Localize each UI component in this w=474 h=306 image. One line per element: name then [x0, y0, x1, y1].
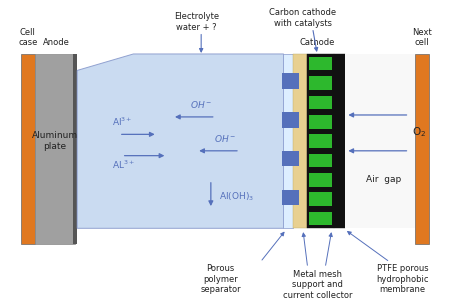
FancyBboxPatch shape [309, 57, 332, 70]
FancyBboxPatch shape [73, 54, 77, 244]
FancyBboxPatch shape [415, 54, 429, 244]
Text: Next
cell: Next cell [412, 28, 432, 47]
FancyBboxPatch shape [309, 192, 332, 206]
Text: Anode: Anode [43, 38, 69, 47]
FancyBboxPatch shape [309, 76, 332, 90]
Text: AL$^{3+}$: AL$^{3+}$ [112, 159, 135, 171]
FancyBboxPatch shape [309, 134, 332, 148]
FancyBboxPatch shape [282, 112, 299, 128]
Text: Cathode: Cathode [300, 38, 335, 47]
Text: Metal mesh
support and
current collector: Metal mesh support and current collector [283, 270, 352, 300]
FancyBboxPatch shape [334, 54, 346, 228]
Text: OH$^-$: OH$^-$ [190, 99, 212, 110]
Text: PTFE porous
hydrophobic
membrane: PTFE porous hydrophobic membrane [376, 264, 429, 294]
Text: Porous
polymer
separator: Porous polymer separator [200, 264, 241, 294]
Polygon shape [77, 54, 283, 228]
FancyBboxPatch shape [307, 54, 334, 228]
FancyBboxPatch shape [21, 54, 35, 244]
FancyBboxPatch shape [309, 95, 332, 109]
FancyBboxPatch shape [282, 189, 299, 205]
FancyBboxPatch shape [282, 73, 299, 89]
Text: Aluminum
plate: Aluminum plate [32, 132, 78, 151]
Text: Electrolyte
water + ?: Electrolyte water + ? [174, 12, 219, 32]
Text: Air  gap: Air gap [365, 175, 401, 185]
FancyBboxPatch shape [309, 212, 332, 226]
FancyBboxPatch shape [309, 173, 332, 187]
FancyBboxPatch shape [35, 54, 75, 244]
FancyBboxPatch shape [293, 54, 307, 228]
Text: Al$^{3+}$: Al$^{3+}$ [112, 115, 133, 128]
FancyBboxPatch shape [282, 151, 299, 166]
Text: Al(OH)$_3$: Al(OH)$_3$ [219, 190, 254, 203]
Text: O$_2$: O$_2$ [412, 125, 427, 139]
Text: Cell
case: Cell case [18, 28, 37, 47]
FancyBboxPatch shape [283, 54, 293, 228]
FancyBboxPatch shape [309, 115, 332, 129]
Text: Carbon cathode
with catalysts: Carbon cathode with catalysts [269, 9, 337, 28]
Text: OH$^-$: OH$^-$ [214, 133, 236, 144]
FancyBboxPatch shape [309, 154, 332, 167]
FancyBboxPatch shape [346, 54, 415, 228]
